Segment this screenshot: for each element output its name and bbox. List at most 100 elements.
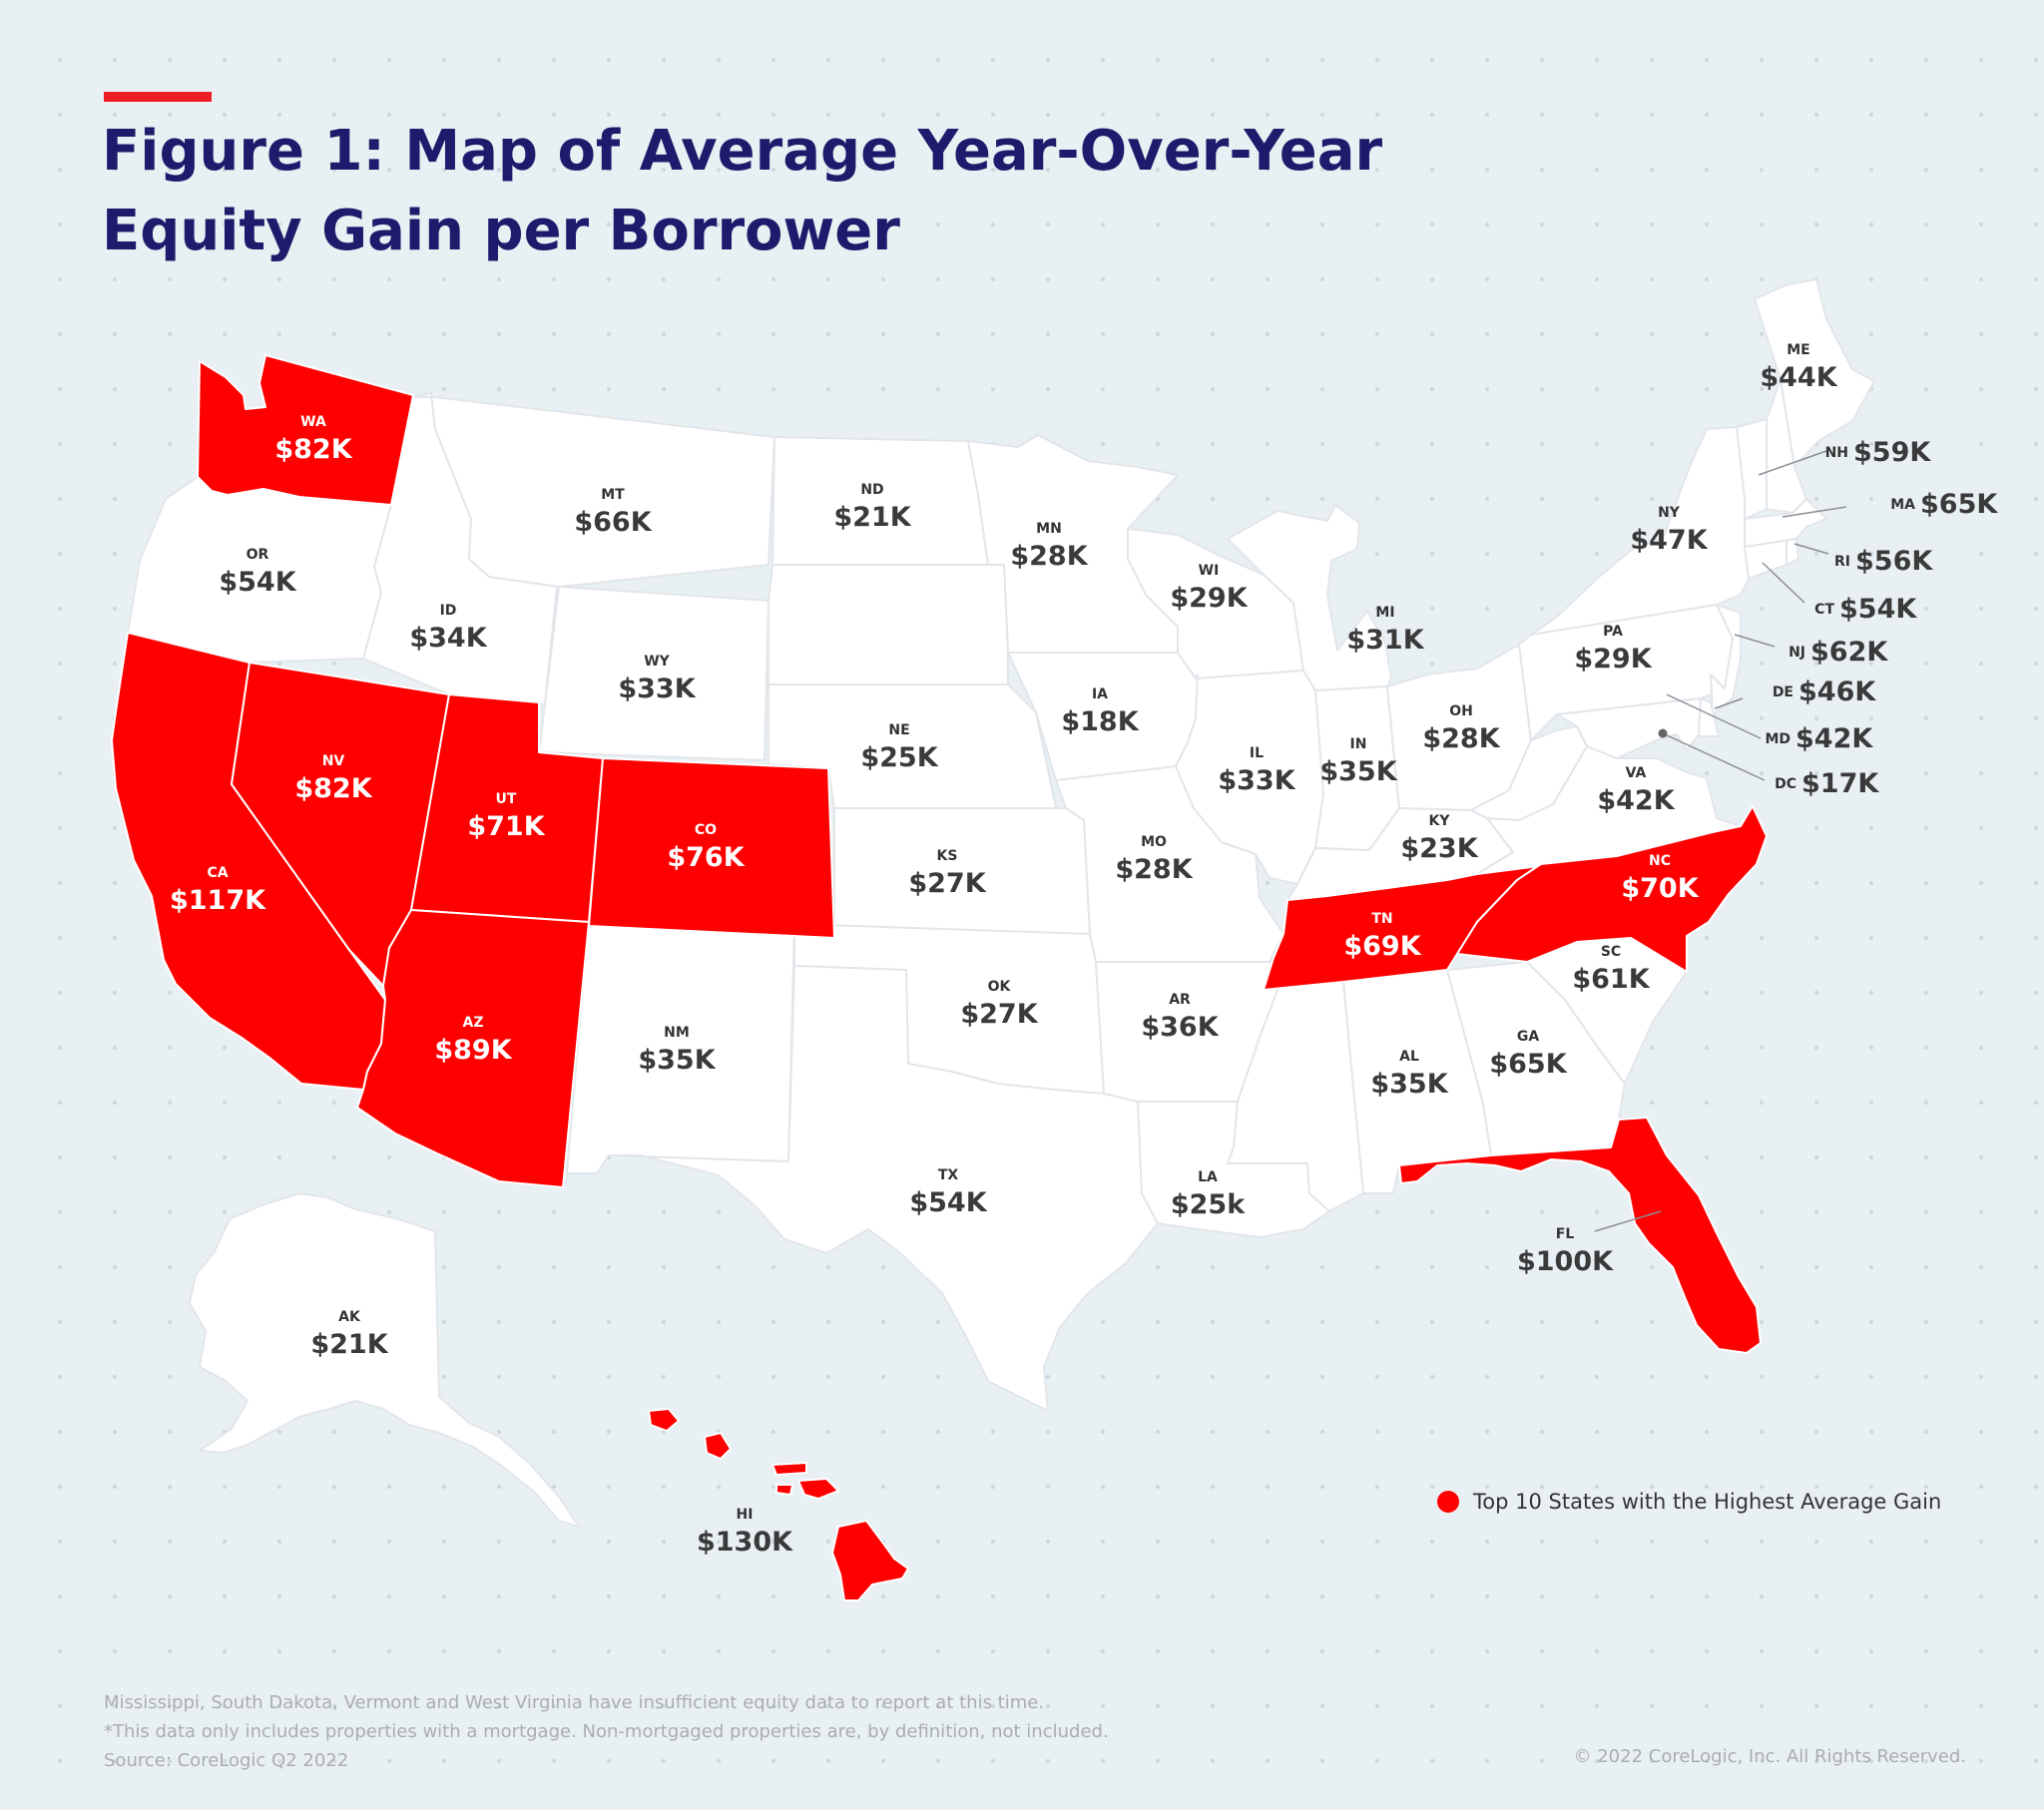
state-CA[interactable] xyxy=(111,632,386,1091)
callout-DE: DE $46K xyxy=(1773,677,1877,707)
page-title: Figure 1: Map of Average Year-Over-Year … xyxy=(102,112,1499,271)
hawaii-island-kauai xyxy=(648,1408,680,1432)
svg-text:OH: OH xyxy=(1449,703,1473,719)
svg-text:DE: DE xyxy=(1773,684,1793,700)
svg-text:$29K: $29K xyxy=(1170,583,1248,614)
svg-text:$33K: $33K xyxy=(1218,765,1295,796)
svg-text:VA: VA xyxy=(1626,765,1647,781)
label-AK: AK $21K xyxy=(310,1309,388,1360)
svg-text:$35K: $35K xyxy=(1370,1069,1448,1100)
hawaii-island-molokai xyxy=(771,1462,807,1476)
svg-text:AK: AK xyxy=(338,1309,361,1325)
leader-CT xyxy=(1762,562,1805,604)
svg-text:SC: SC xyxy=(1601,944,1621,960)
svg-text:NH: NH xyxy=(1825,445,1848,461)
svg-text:$31K: $31K xyxy=(1346,625,1424,656)
footnotes: Mississippi, South Dakota, Vermont and W… xyxy=(104,1688,1109,1775)
label-NE: NE $25K xyxy=(860,722,938,773)
svg-text:$82K: $82K xyxy=(274,434,352,465)
svg-text:KY: KY xyxy=(1429,813,1451,829)
state-CO[interactable] xyxy=(588,757,835,939)
label-KS: KS $27K xyxy=(908,848,986,899)
state-AK[interactable] xyxy=(189,1192,580,1528)
state-ME[interactable] xyxy=(1754,278,1875,468)
svg-text:$28K: $28K xyxy=(1422,723,1500,754)
callout-RI: RI $56K xyxy=(1834,546,1933,577)
callout-DC: DC $17K xyxy=(1775,768,1879,799)
state-NC[interactable] xyxy=(1456,805,1768,973)
state-HI[interactable] xyxy=(648,1408,909,1601)
label-MN: MN $28K xyxy=(1010,521,1088,572)
label-PA: PA $29K xyxy=(1574,624,1652,675)
label-NV: NV $82K xyxy=(294,753,372,804)
state-WA[interactable] xyxy=(197,354,414,506)
svg-text:$33K: $33K xyxy=(618,674,696,704)
state-SD-unreported xyxy=(767,564,1009,685)
state-TX[interactable] xyxy=(608,965,1159,1412)
state-MT[interactable] xyxy=(410,392,775,588)
svg-text:$61K: $61K xyxy=(1572,964,1650,995)
label-OK: OK $27K xyxy=(960,979,1038,1030)
svg-text:MN: MN xyxy=(1036,521,1062,537)
svg-text:$130K: $130K xyxy=(697,1527,793,1558)
state-DE[interactable] xyxy=(1698,697,1720,737)
callout-NJ: NJ $62K xyxy=(1788,637,1888,668)
label-NM: NM $35K xyxy=(638,1025,716,1076)
footnote-insufficient-data: Mississippi, South Dakota, Vermont and W… xyxy=(104,1692,1045,1713)
svg-text:$65K: $65K xyxy=(1920,489,1998,520)
title-line-2: Equity Gain per Borrower xyxy=(102,199,900,263)
leader-NH xyxy=(1758,450,1827,476)
northeast-callouts: NH $59K MA $65K RI $56K CT $54K NJ $62K DE $46… xyxy=(1765,437,1998,799)
svg-text:$44K: $44K xyxy=(1760,362,1837,393)
leader-FL xyxy=(1594,1210,1662,1232)
label-TN: TN $69K xyxy=(1343,911,1421,962)
svg-text:$25K: $25K xyxy=(860,742,938,773)
label-MT: MT $66K xyxy=(574,487,652,538)
svg-text:$29K: $29K xyxy=(1574,644,1652,675)
state-NY[interactable] xyxy=(1530,426,1750,636)
state-WY[interactable] xyxy=(538,586,769,761)
svg-text:$21K: $21K xyxy=(310,1329,388,1360)
label-GA: GA $65K xyxy=(1489,1029,1567,1080)
state-RI[interactable] xyxy=(1786,538,1799,566)
svg-text:$42K: $42K xyxy=(1795,723,1873,754)
svg-text:ID: ID xyxy=(440,603,457,619)
label-WA: WA $82K xyxy=(274,414,352,465)
label-NC: NC $70K xyxy=(1621,853,1699,904)
svg-text:CT: CT xyxy=(1814,602,1834,618)
label-CO: CO $76K xyxy=(667,822,745,873)
title-line-1: Figure 1: Map of Average Year-Over-Year xyxy=(102,119,1383,184)
svg-text:WA: WA xyxy=(300,414,326,430)
svg-text:$82K: $82K xyxy=(294,773,372,804)
svg-text:OR: OR xyxy=(247,547,269,563)
hawaii-island-big xyxy=(831,1520,909,1601)
svg-text:$17K: $17K xyxy=(1801,768,1879,799)
svg-text:$36K: $36K xyxy=(1141,1012,1219,1043)
svg-text:$21K: $21K xyxy=(833,502,911,533)
svg-text:NJ: NJ xyxy=(1788,645,1805,661)
svg-text:$56K: $56K xyxy=(1855,546,1933,577)
svg-text:$62K: $62K xyxy=(1810,637,1888,668)
state-FL[interactable] xyxy=(1398,1117,1762,1354)
top10-states xyxy=(111,354,1768,1601)
svg-text:$18K: $18K xyxy=(1061,706,1139,737)
label-LA: LA $25k xyxy=(1171,1169,1246,1220)
svg-text:AZ: AZ xyxy=(463,1015,484,1031)
svg-text:$65K: $65K xyxy=(1489,1049,1567,1080)
label-AR: AR $36K xyxy=(1141,992,1219,1043)
label-HI: HI $130K xyxy=(697,1507,793,1558)
svg-text:$35K: $35K xyxy=(638,1045,716,1076)
label-UT: UT $71K xyxy=(467,791,545,842)
svg-text:$42K: $42K xyxy=(1597,785,1675,816)
state-ND[interactable] xyxy=(771,436,989,566)
svg-text:HI: HI xyxy=(737,1507,754,1523)
legend-highlight-swatch xyxy=(1437,1491,1459,1513)
label-IL: IL $33K xyxy=(1218,745,1295,796)
state-AZ[interactable] xyxy=(356,909,590,1188)
label-KY: KY $23K xyxy=(1400,813,1478,864)
label-FL: FL $100K xyxy=(1517,1226,1614,1277)
state-MI[interactable] xyxy=(1227,504,1392,699)
label-OH: OH $28K xyxy=(1422,703,1500,754)
svg-text:OK: OK xyxy=(988,979,1012,995)
